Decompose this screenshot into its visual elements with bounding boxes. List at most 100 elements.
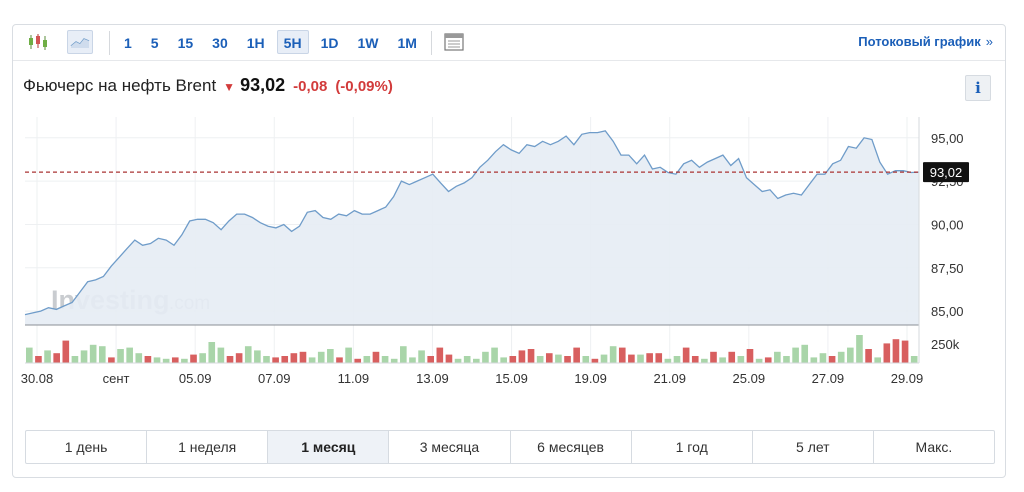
volume-bar (646, 353, 653, 363)
interval-1h[interactable]: 1H (246, 35, 265, 51)
line-chart-icon[interactable] (67, 30, 93, 54)
volume-bar (436, 347, 444, 363)
volume-bar (244, 346, 252, 363)
volume-bar (263, 356, 270, 363)
volume-bar (181, 358, 188, 363)
volume-bar (682, 347, 690, 363)
volume-bar (600, 354, 608, 363)
chart-toolbar: 1 5 15 30 1H 5H 1D 1W 1M Потоковый график» (13, 25, 1005, 61)
price-chart[interactable]: 95,0092,5090,0087,5085,00Investing.com93… (13, 109, 1007, 389)
volume-bar (308, 357, 316, 363)
x-tick-label: 19.09 (574, 371, 607, 386)
chart-panel: 1 5 15 30 1H 5H 1D 1W 1M Потоковый график» Фьюче… (12, 24, 1006, 478)
volume-bar (673, 356, 681, 363)
volume-bar (217, 347, 225, 363)
volume-bar (336, 357, 343, 363)
volume-bar (545, 353, 553, 363)
volume-bar (746, 349, 754, 363)
volume-bar (153, 357, 161, 363)
period-button[interactable]: 1 месяц (268, 431, 390, 463)
interval-1d[interactable]: 1D (320, 35, 339, 51)
double-chevron-icon: » (985, 34, 993, 49)
volume-bar (801, 344, 809, 363)
volume-bar (226, 356, 234, 363)
volume-bar (865, 349, 872, 363)
instrument-title: Фьючерс на нефть Brent (23, 76, 217, 95)
volume-bar (363, 356, 371, 363)
volume-bar (53, 353, 60, 363)
volume-bar (573, 347, 580, 363)
volume-bar (564, 356, 571, 363)
volume-bar (418, 350, 425, 363)
price-change: -0,08 (293, 78, 328, 95)
line-glyph (70, 38, 90, 48)
volume-bar (883, 343, 891, 363)
volume-bar (764, 357, 772, 363)
volume-bar (901, 340, 909, 363)
period-button[interactable]: 1 год (632, 431, 753, 463)
toolbar-divider (431, 31, 432, 55)
volume-bar (828, 356, 836, 363)
volume-bar (454, 358, 462, 363)
interval-1m[interactable]: 1M (397, 35, 417, 51)
volume-bar (719, 357, 726, 363)
volume-bar (71, 356, 79, 363)
volume-bar (810, 357, 818, 363)
volume-bar (327, 349, 334, 363)
volume-bar (390, 358, 398, 363)
volume-bar (135, 353, 143, 363)
price-area (25, 130, 919, 325)
volume-bar (199, 353, 206, 363)
volume-bar (527, 349, 535, 363)
volume-bar (609, 346, 617, 363)
period-selector: 1 день 1 неделя 1 месяц 3 месяца 6 месяцев 1 … (25, 430, 995, 464)
volume-bar (35, 356, 42, 363)
volume-bar (381, 356, 389, 363)
volume-bar (208, 342, 216, 363)
y-tick-label: 85,00 (931, 304, 964, 319)
period-button[interactable]: Макс. (915, 439, 953, 455)
x-tick-label: 27.09 (812, 371, 845, 386)
period-button[interactable]: 1 неделя (147, 431, 269, 463)
period-button[interactable]: 3 месяца (389, 431, 511, 463)
price-line (24, 130, 920, 316)
toolbar-divider (109, 31, 110, 55)
volume-bar (591, 358, 599, 363)
volume-bar (445, 354, 453, 363)
volume-bar (473, 358, 480, 363)
interval-5h[interactable]: 5H (276, 30, 309, 54)
period-button[interactable]: 6 месяцев (511, 431, 632, 463)
volume-bar (272, 357, 279, 363)
interval-1w[interactable]: 1W (357, 35, 379, 51)
volume-bar (345, 347, 352, 363)
volume-bar (728, 351, 736, 363)
volume-bar (281, 356, 289, 363)
volume-bar (518, 350, 526, 363)
interval-1[interactable]: 1 (124, 35, 132, 51)
info-icon[interactable]: i (965, 75, 991, 101)
volume-bar (755, 358, 763, 363)
volume-bar (126, 347, 133, 363)
period-button[interactable]: 5 лет (753, 431, 874, 463)
volume-bar (618, 347, 626, 363)
volume-bar (98, 346, 106, 363)
interval-15[interactable]: 15 (177, 35, 194, 51)
period-button[interactable]: 1 день (26, 431, 148, 463)
volume-bar (856, 335, 863, 363)
volume-bar (500, 357, 507, 363)
volume-bar (509, 356, 517, 363)
volume-bar (427, 356, 435, 363)
volume-bar (372, 351, 380, 363)
candlestick-chart-icon[interactable] (25, 30, 51, 54)
x-tick-label: 29.09 (891, 371, 924, 386)
x-tick-label: 15.09 (495, 371, 528, 386)
x-tick-label: 11.09 (338, 371, 370, 386)
volume-bar (874, 357, 882, 363)
data-table-icon[interactable] (441, 30, 467, 54)
volume-bar (691, 356, 699, 363)
streaming-chart-link[interactable]: Потоковый график » (858, 34, 993, 49)
volume-bar (400, 346, 407, 363)
candlestick-glyph (29, 34, 47, 50)
interval-30[interactable]: 30 (212, 35, 228, 51)
interval-5[interactable]: 5 (150, 35, 159, 51)
